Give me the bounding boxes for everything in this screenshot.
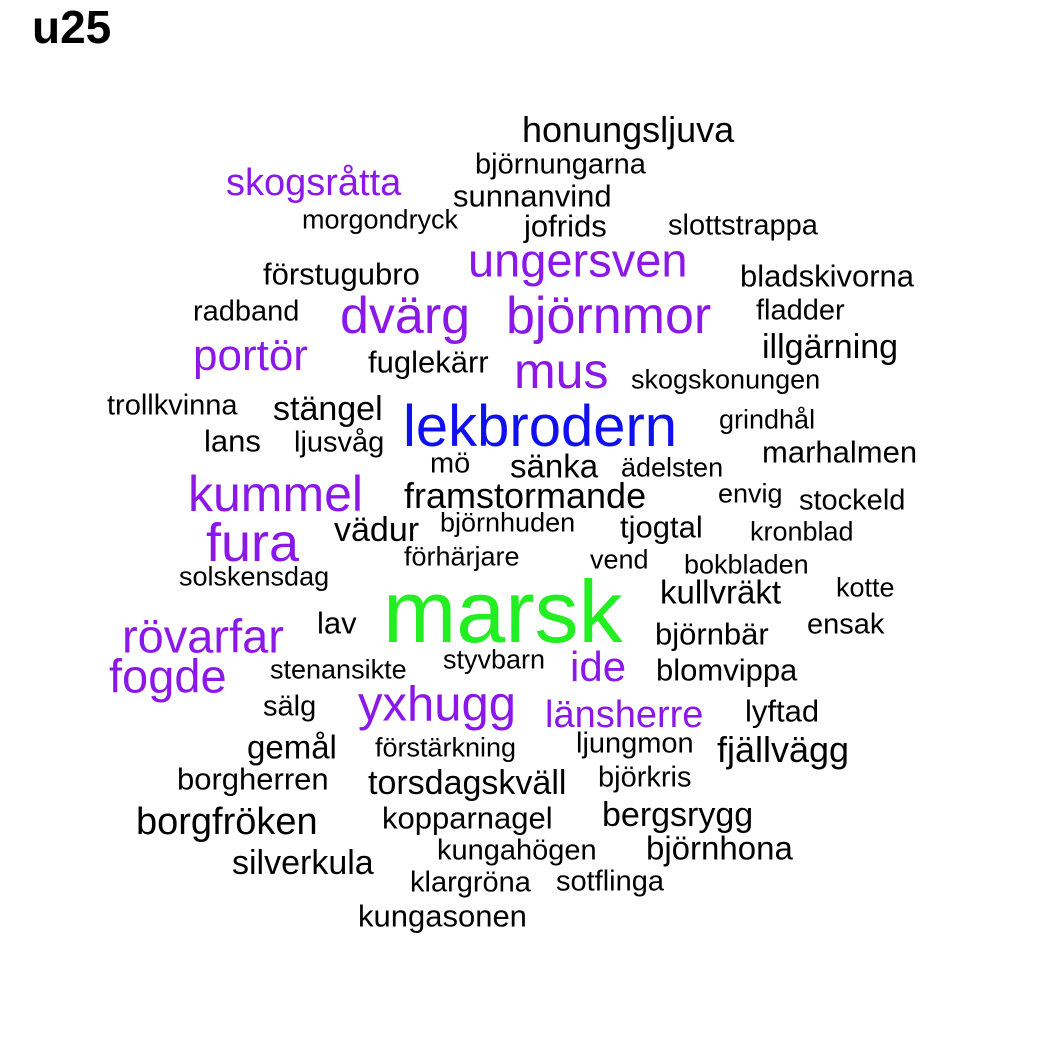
cloud-word: jofrids	[524, 208, 607, 244]
cloud-word: stenansikte	[270, 654, 407, 685]
cloud-word: borgherren	[177, 761, 329, 797]
cloud-word: stockeld	[799, 484, 906, 517]
cloud-word: björkris	[598, 761, 692, 794]
cloud-word: förhärjare	[404, 541, 520, 572]
cloud-word: ljusvåg	[294, 426, 385, 459]
cloud-word: envig	[718, 478, 783, 509]
cloud-word: vend	[590, 544, 649, 575]
cloud-word: portör	[193, 331, 308, 380]
cloud-word: yxhugg	[358, 677, 517, 732]
cloud-word: fogde	[109, 649, 227, 703]
cloud-word: kullvräkt	[660, 573, 782, 611]
cloud-word: klargröna	[410, 866, 531, 899]
cloud-word: sotflinga	[556, 865, 665, 898]
cloud-word: ide	[570, 643, 627, 690]
cloud-word: björnbär	[655, 616, 769, 652]
cloud-word: fladder	[756, 294, 845, 327]
cloud-word: silverkula	[232, 844, 374, 882]
cloud-word: kungasonen	[358, 898, 527, 934]
cloud-word: grindhål	[719, 404, 816, 435]
cloud-word: framstormande	[404, 475, 647, 516]
cloud-word: blomvippa	[656, 652, 798, 688]
cloud-word: solskensdag	[179, 561, 330, 592]
cloud-word: förstärkning	[375, 732, 517, 763]
cloud-word: slottstrappa	[668, 209, 818, 242]
cloud-word: fura	[206, 513, 300, 573]
cloud-word: stängel	[273, 390, 383, 428]
cloud-word: rövarfar	[122, 609, 284, 663]
cloud-word: förstugubro	[263, 256, 420, 292]
cloud-word: björnhona	[646, 829, 793, 867]
cloud-word: björnmor	[506, 287, 712, 345]
cloud-word: ädelsten	[621, 452, 724, 483]
cloud-word: sunnanvind	[453, 178, 612, 214]
cloud-word: morgondryck	[302, 204, 459, 235]
cloud-word: mö	[430, 447, 471, 480]
cloud-word: kopparnagel	[382, 800, 553, 836]
cloud-word: lekbrodern	[403, 394, 678, 459]
cloud-word: länsherre	[545, 694, 704, 736]
cloud-word: sänka	[510, 447, 599, 485]
cloud-word: lyftad	[745, 693, 820, 729]
cloud-word: fuglekärr	[368, 344, 489, 380]
cloud-word: ensak	[807, 608, 885, 641]
cloud-word: sälg	[263, 690, 317, 723]
cloud-word: lav	[317, 605, 357, 641]
cloud-word: borgfröken	[136, 801, 318, 843]
cloud-word: skogsråtta	[226, 162, 402, 204]
cloud-word: kungahögen	[437, 834, 597, 867]
cloud-word: björnungarna	[475, 148, 646, 181]
cloud-word: gemål	[247, 728, 337, 766]
cloud-word: marhalmen	[762, 434, 918, 470]
cloud-word: radband	[193, 295, 300, 328]
cloud-word: illgärning	[762, 328, 899, 366]
cloud-word: styvbarn	[443, 644, 546, 675]
cloud-word: fjällvägg	[717, 729, 850, 770]
cloud-word: bergsrygg	[602, 796, 754, 834]
cloud-word: tjogtal	[620, 509, 703, 545]
cloud-word: bladskivorna	[740, 258, 915, 294]
cloud-word: björnhuden	[440, 507, 576, 538]
cloud-word: ljungmon	[576, 727, 694, 760]
cloud-word: vädur	[334, 511, 420, 549]
cloud-word: marsk	[383, 562, 623, 661]
page-title: u25	[32, 1, 112, 53]
cloud-word: skogskonungen	[631, 364, 821, 395]
cloud-word: honungsljuva	[522, 109, 735, 150]
cloud-word: ungersven	[468, 233, 688, 287]
cloud-word: dvärg	[340, 287, 471, 345]
cloud-word: kronblad	[750, 516, 854, 547]
cloud-word: kummel	[188, 466, 364, 522]
cloud-word: lans	[204, 423, 261, 459]
cloud-word: trollkvinna	[107, 389, 238, 422]
cloud-word: bokbladen	[684, 549, 809, 580]
cloud-word: torsdagskväll	[368, 764, 567, 802]
cloud-word: kotte	[836, 572, 895, 603]
cloud-word: mus	[514, 343, 609, 399]
